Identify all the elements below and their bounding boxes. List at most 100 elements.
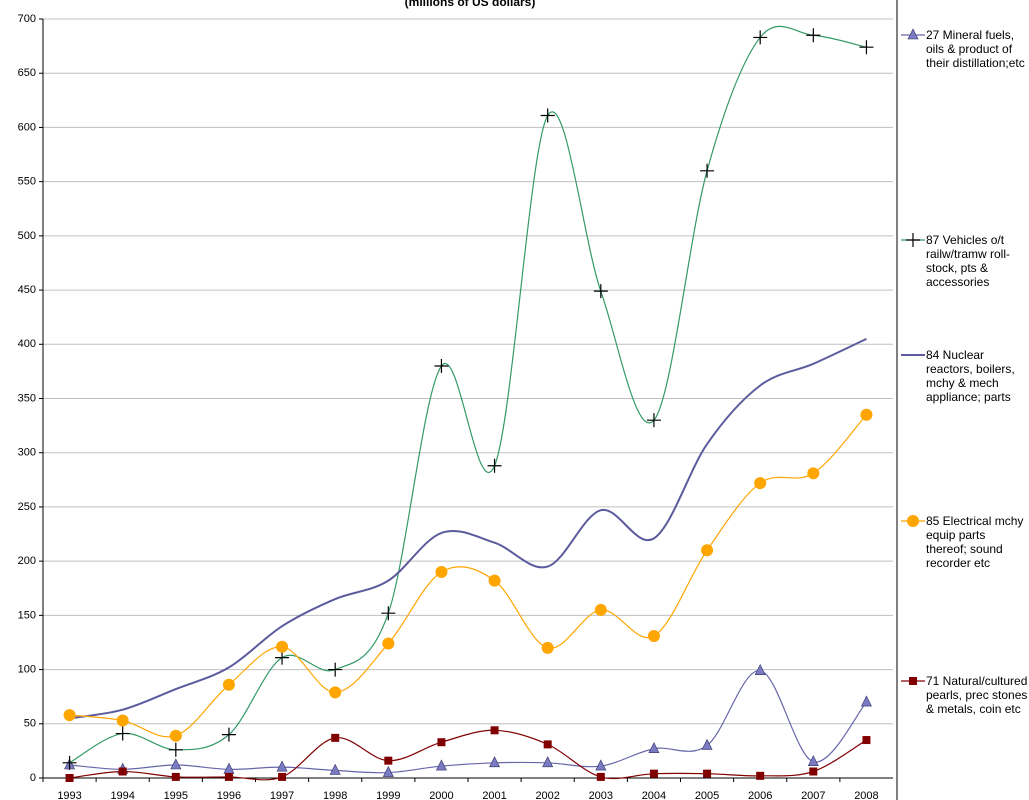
legend-item: 71 Natural/cultured pearls, prec stones … — [900, 674, 1029, 716]
marker — [860, 695, 872, 707]
marker — [907, 515, 919, 527]
marker — [63, 709, 76, 722]
marker — [171, 772, 180, 781]
marker — [807, 755, 819, 767]
legend-label: 84 Nuclear reactors, boilers, mchy & mec… — [926, 348, 1015, 404]
marker — [435, 565, 448, 578]
marker — [753, 30, 768, 45]
marker — [859, 40, 874, 55]
marker — [168, 742, 183, 757]
chart-subtitle: (millions of US dollars) — [405, 0, 536, 9]
marker — [434, 358, 449, 373]
legend-item: 84 Nuclear reactors, boilers, mchy & mec… — [900, 348, 1029, 404]
marker — [221, 727, 236, 742]
series-line — [69, 414, 867, 738]
marker — [543, 740, 552, 749]
x-tick-label: 1994 — [110, 790, 134, 800]
marker — [595, 759, 607, 771]
marker — [278, 772, 287, 781]
y-tick-label: 400 — [18, 338, 36, 350]
marker — [909, 677, 917, 685]
marker — [437, 738, 446, 747]
legend-label: 85 Electrical mchy equip parts thereof; … — [926, 514, 1024, 570]
y-tick-label: 100 — [18, 663, 36, 675]
marker — [329, 763, 341, 775]
marker — [65, 774, 74, 782]
marker — [701, 738, 713, 750]
marker — [646, 413, 661, 428]
x-tick-label: 2008 — [854, 790, 878, 800]
marker — [593, 284, 608, 299]
marker — [906, 233, 920, 247]
marker — [224, 772, 233, 781]
marker — [703, 769, 712, 778]
marker — [381, 606, 396, 621]
y-tick-label: 250 — [18, 501, 36, 513]
marker — [860, 408, 873, 421]
legend-label: 27 Mineral fuels, oils & product of thei… — [926, 28, 1025, 70]
x-tick-label: 1993 — [57, 790, 81, 800]
marker — [328, 662, 343, 677]
y-tick-label: 350 — [18, 392, 36, 404]
x-tick-label: 1997 — [270, 790, 294, 800]
y-tick-label: 600 — [18, 121, 36, 133]
y-tick-label: 650 — [18, 67, 36, 79]
marker — [907, 28, 919, 40]
marker — [118, 767, 127, 776]
series-line — [69, 337, 867, 720]
marker — [331, 733, 340, 742]
marker — [596, 772, 605, 781]
legend-item: 87 Vehicles o/t railw/tramw roll-stock, … — [900, 233, 1029, 289]
marker — [329, 686, 342, 699]
x-tick-label: 2004 — [642, 790, 666, 800]
marker — [223, 762, 235, 774]
series-line — [69, 670, 867, 774]
y-tick-label: 450 — [18, 284, 36, 296]
legend-item: 27 Mineral fuels, oils & product of thei… — [900, 28, 1029, 70]
marker — [169, 729, 182, 742]
marker — [756, 771, 765, 780]
marker — [806, 28, 821, 43]
x-tick-label: 2007 — [801, 790, 825, 800]
marker — [862, 736, 871, 745]
marker — [542, 756, 554, 768]
marker — [62, 755, 77, 770]
marker — [276, 640, 289, 653]
marker — [594, 603, 607, 616]
legend-label: 71 Natural/cultured pearls, prec stones … — [926, 674, 1028, 716]
marker — [170, 758, 182, 770]
marker — [115, 726, 130, 741]
y-tick-label: 200 — [18, 555, 36, 567]
y-tick-label: 300 — [18, 447, 36, 459]
marker — [807, 467, 820, 480]
x-tick-label: 1998 — [323, 790, 347, 800]
marker — [222, 678, 235, 691]
legend-swatch — [901, 28, 925, 40]
marker — [540, 108, 555, 123]
x-tick-label: 2000 — [429, 790, 453, 800]
x-tick-label: 2003 — [589, 790, 613, 800]
marker — [647, 629, 660, 642]
x-tick-label: 2002 — [535, 790, 559, 800]
marker — [384, 756, 393, 765]
marker — [700, 163, 715, 178]
marker — [701, 544, 714, 557]
legend-item: 85 Electrical mchy equip parts thereof; … — [900, 514, 1029, 570]
x-tick-label: 2006 — [748, 790, 772, 800]
y-tick-label: 550 — [18, 176, 36, 188]
marker — [488, 574, 501, 587]
marker — [382, 637, 395, 650]
marker — [649, 769, 658, 778]
marker — [487, 458, 502, 473]
marker — [541, 641, 554, 654]
marker — [275, 650, 290, 665]
y-tick-label: 700 — [18, 13, 36, 25]
marker — [435, 759, 447, 771]
x-tick-label: 1995 — [164, 790, 188, 800]
x-tick-label: 1999 — [376, 790, 400, 800]
marker — [382, 765, 394, 777]
legend-swatch — [901, 354, 925, 356]
legend-swatch — [901, 515, 925, 527]
